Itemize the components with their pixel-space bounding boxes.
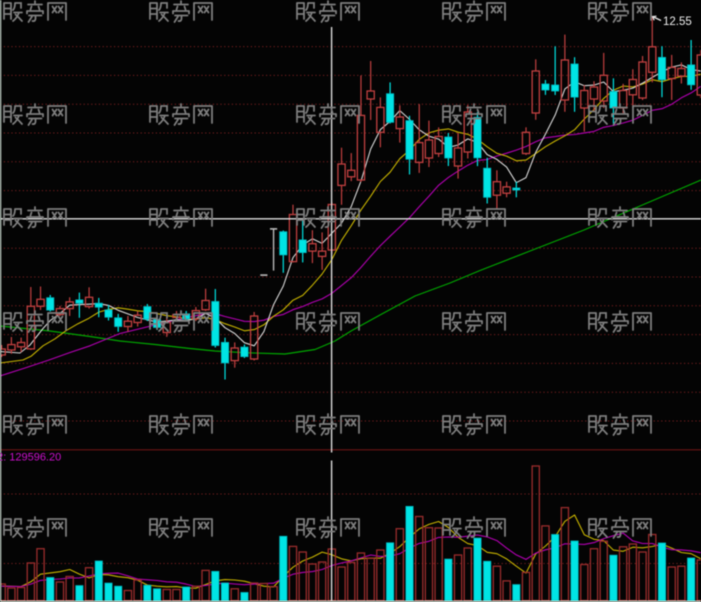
svg-text:12.55: 12.55 <box>663 16 692 28</box>
svg-text:2: 129596.20: 2: 129596.20 <box>0 452 61 464</box>
